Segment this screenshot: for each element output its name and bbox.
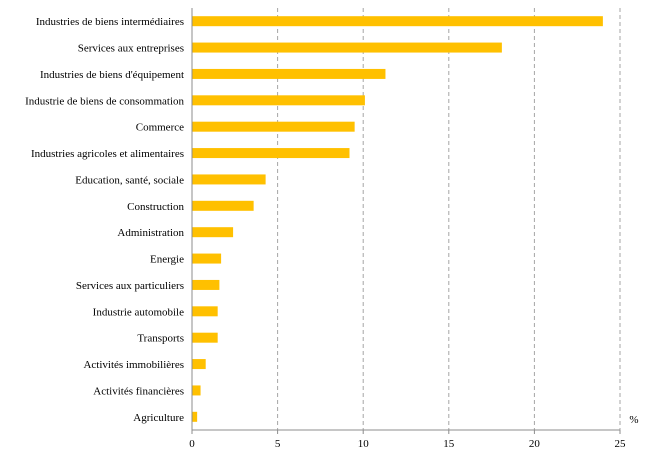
- x-tick-label-2: 10: [358, 438, 370, 450]
- category-label-6: Education, santé, sociale: [75, 174, 184, 186]
- bar-8: [192, 227, 234, 238]
- x-tick-label-0: 0: [189, 438, 195, 450]
- x-tick-label-4: 20: [529, 438, 541, 450]
- bar-14: [192, 385, 201, 396]
- category-label-13: Activités immobilières: [83, 359, 184, 371]
- bar-3: [192, 95, 365, 106]
- category-label-4: Commerce: [136, 122, 184, 134]
- x-axis-ticks: 0 5 10 15 20 25: [189, 430, 626, 450]
- category-label-14: Activités financières: [93, 385, 184, 397]
- x-axis-unit-label: %: [629, 414, 638, 426]
- category-label-7: Construction: [127, 201, 184, 213]
- category-label-1: Services aux entreprises: [78, 43, 184, 55]
- category-label-5: Industries agricoles et alimentaires: [31, 148, 184, 160]
- bar-2: [192, 68, 386, 79]
- bar-13: [192, 359, 206, 370]
- category-label-11: Industrie automobile: [93, 306, 184, 318]
- bar-0: [192, 16, 603, 27]
- category-label-2: Industries de biens d'équipement: [40, 69, 184, 81]
- x-tick-label-3: 15: [443, 438, 455, 450]
- bar-12: [192, 332, 218, 343]
- bar-10: [192, 279, 220, 290]
- x-tick-label-5: 25: [615, 438, 627, 450]
- bar-4: [192, 121, 355, 132]
- category-label-15: Agriculture: [133, 412, 184, 424]
- category-label-0: Industries de biens intermédiaires: [36, 16, 184, 28]
- bar-11: [192, 306, 218, 317]
- category-label-12: Transports: [137, 333, 184, 345]
- bar-15: [192, 411, 198, 422]
- category-labels: Industries de biens intermédiaires Servic…: [25, 16, 184, 424]
- x-tick-label-1: 5: [275, 438, 281, 450]
- bar-9: [192, 253, 222, 264]
- category-label-8: Administration: [117, 227, 184, 239]
- bar-7: [192, 200, 254, 211]
- category-label-3: Industrie de biens de consommation: [25, 95, 184, 107]
- bar-1: [192, 42, 502, 53]
- bar-5: [192, 148, 350, 159]
- bar-6: [192, 174, 266, 185]
- category-label-10: Services aux particuliers: [76, 280, 184, 292]
- bars: [192, 16, 603, 422]
- category-label-9: Energie: [150, 254, 184, 266]
